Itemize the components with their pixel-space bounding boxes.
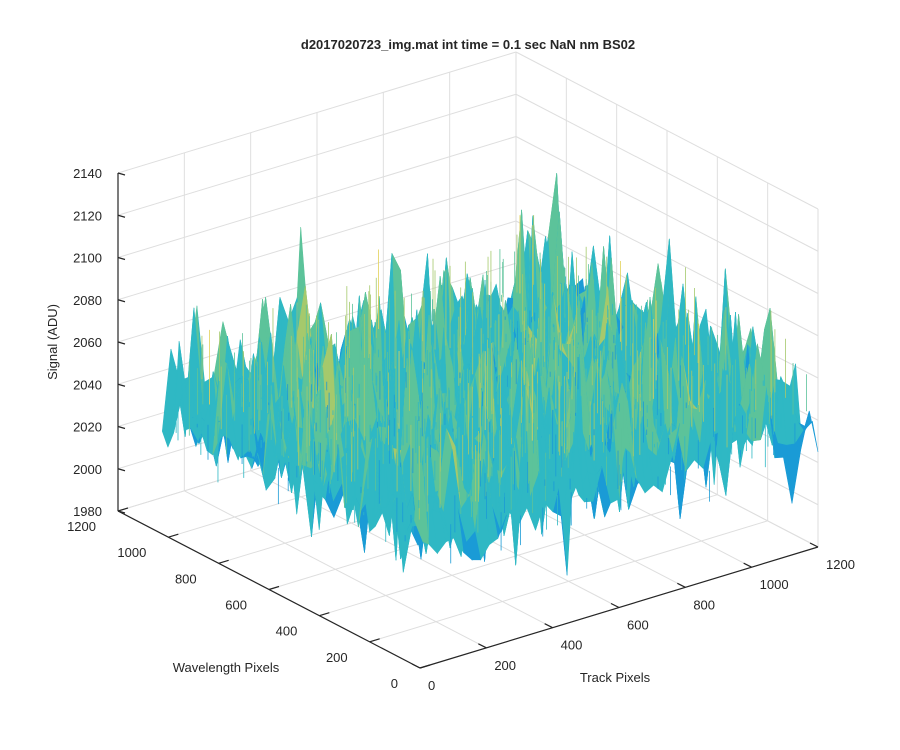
- wall-grid-line: [515, 136, 819, 294]
- wall-grid-line: [117, 51, 517, 174]
- y-tick: [168, 533, 179, 538]
- x-tick: [809, 542, 819, 548]
- z-tick-label: 2040: [73, 377, 102, 392]
- y-tick-label: 600: [225, 598, 247, 613]
- x-tick: [743, 562, 752, 568]
- floor-grid-line: [319, 494, 718, 617]
- wall-grid-line: [117, 178, 517, 301]
- x-tick-label: 0: [428, 678, 435, 693]
- z-axis-label: Signal (ADU): [45, 304, 60, 380]
- z-tick-label: 2100: [73, 251, 102, 266]
- z-tick: [117, 383, 126, 387]
- y-tick: [419, 664, 431, 669]
- y-tick-label: 400: [276, 624, 298, 639]
- y-tick-label: 200: [326, 650, 348, 665]
- x-tick: [610, 602, 620, 609]
- x-tick: [677, 582, 686, 588]
- y-tick-label: 0: [391, 676, 398, 691]
- floor-grid-line: [369, 520, 768, 643]
- y-tick: [319, 612, 330, 617]
- y-tick: [218, 559, 229, 564]
- z-tick: [117, 341, 126, 345]
- y-tick: [268, 585, 280, 591]
- y-tick-label: 1000: [117, 545, 146, 560]
- z-tick-label: 2000: [73, 462, 102, 477]
- y-tick: [369, 638, 380, 643]
- z-tick: [117, 510, 126, 514]
- z-tick-label: 1980: [73, 504, 102, 519]
- z-tick-label: 2080: [73, 293, 102, 308]
- z-tick: [117, 425, 126, 430]
- x-tick-label: 400: [561, 638, 583, 653]
- chart-title: d2017020723_img.mat int time = 0.1 sec N…: [301, 37, 635, 52]
- wall-grid-line: [117, 136, 517, 258]
- wall-grid-line: [515, 178, 819, 337]
- surface: [161, 173, 819, 576]
- z-tick-label: 2060: [73, 335, 102, 350]
- y-tick-label: 800: [175, 571, 197, 586]
- surface-cell: [803, 410, 819, 453]
- x-axis-label: Track Pixels: [580, 670, 651, 685]
- x-tick-label: 200: [494, 658, 516, 673]
- x-tick-label: 1000: [760, 577, 789, 592]
- x-tick-label: 800: [693, 597, 715, 612]
- z-tick-label: 2140: [73, 166, 102, 181]
- axes-layer: [117, 172, 819, 669]
- z-tick: [117, 214, 126, 218]
- tick-labels: 0 200 400 600 800 1000 1200 0 200 400 600 800 1000 12…: [67, 166, 855, 693]
- wall-grid-line: [515, 93, 819, 252]
- wall-grid-line: [117, 220, 517, 343]
- x-tick: [478, 643, 487, 649]
- x-tick: [411, 663, 421, 669]
- x-tick-label: 600: [627, 618, 649, 633]
- z-tick-label: 2120: [73, 208, 102, 223]
- x-tick-label: 1200: [826, 557, 855, 572]
- y-axis-label: Wavelength Pixels: [173, 660, 280, 675]
- wall-grid-line: [117, 93, 517, 216]
- y-tick: [117, 507, 129, 512]
- z-tick: [117, 256, 126, 261]
- wall-grid-line: [515, 51, 819, 210]
- z-tick-label: 2020: [73, 420, 102, 435]
- x-tick: [544, 623, 553, 629]
- y-tick-label: 1200: [67, 519, 96, 534]
- z-tick: [117, 172, 126, 176]
- z-tick: [117, 299, 126, 303]
- z-tick: [117, 468, 126, 472]
